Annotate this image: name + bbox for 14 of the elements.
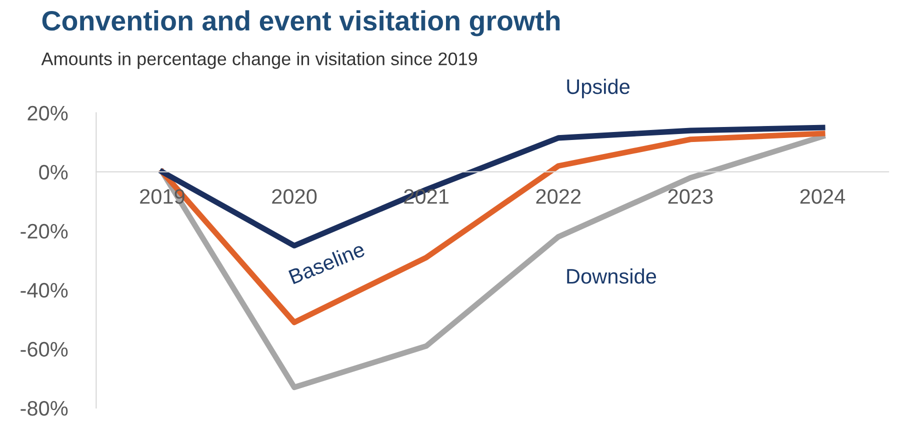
chart-subtitle: Amounts in percentage change in visitation since 2019 bbox=[41, 52, 477, 69]
y-tick-label: -80% bbox=[20, 400, 68, 416]
y-tick-label: -20% bbox=[20, 224, 68, 239]
y-tick-label: 0% bbox=[39, 164, 68, 180]
x-tick-label: 2022 bbox=[536, 189, 581, 204]
y-tick-label: -40% bbox=[20, 282, 68, 298]
chart-title: Convention and event visitation growth bbox=[42, 10, 560, 36]
x-tick-label: 2020 bbox=[272, 189, 317, 204]
y-tick-label: -60% bbox=[20, 342, 68, 357]
x-tick-label: 2023 bbox=[668, 189, 713, 204]
y-tick-label: 20% bbox=[28, 106, 68, 121]
x-tick-label: 2024 bbox=[800, 189, 846, 204]
series-label: Upside bbox=[567, 78, 630, 98]
series-label: Downside bbox=[567, 268, 656, 284]
